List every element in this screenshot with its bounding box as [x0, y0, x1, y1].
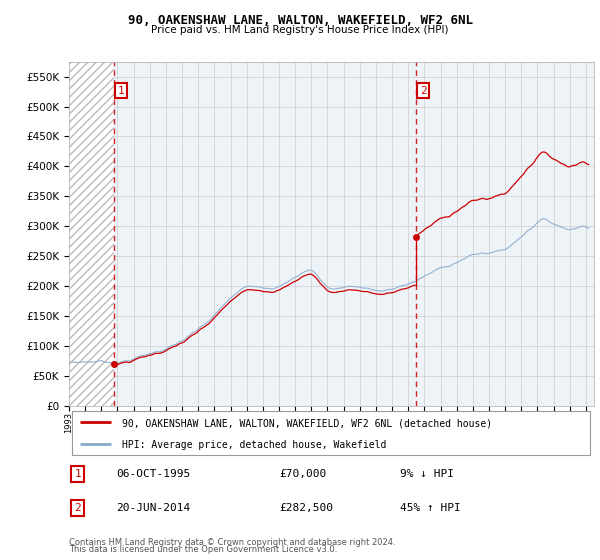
Text: 1: 1 [74, 469, 81, 479]
Bar [69, 62, 113, 406]
Text: 2: 2 [74, 503, 81, 514]
Text: Contains HM Land Registry data © Crown copyright and database right 2024.: Contains HM Land Registry data © Crown c… [69, 538, 395, 547]
Text: 06-OCT-1995: 06-OCT-1995 [116, 469, 191, 479]
Text: HPI: Average price, detached house, Wakefield: HPI: Average price, detached house, Wake… [121, 440, 386, 450]
Text: 1: 1 [118, 86, 124, 96]
Text: 45% ↑ HPI: 45% ↑ HPI [400, 503, 461, 514]
Text: 90, OAKENSHAW LANE, WALTON, WAKEFIELD, WF2 6NL: 90, OAKENSHAW LANE, WALTON, WAKEFIELD, W… [128, 14, 473, 27]
Text: Price paid vs. HM Land Registry's House Price Index (HPI): Price paid vs. HM Land Registry's House … [151, 25, 449, 35]
Text: £70,000: £70,000 [279, 469, 326, 479]
Text: 2: 2 [420, 86, 427, 96]
Text: 20-JUN-2014: 20-JUN-2014 [116, 503, 191, 514]
FancyBboxPatch shape [71, 412, 590, 455]
Text: £282,500: £282,500 [279, 503, 333, 514]
Text: This data is licensed under the Open Government Licence v3.0.: This data is licensed under the Open Gov… [69, 545, 337, 554]
Text: 9% ↓ HPI: 9% ↓ HPI [400, 469, 454, 479]
Text: 90, OAKENSHAW LANE, WALTON, WAKEFIELD, WF2 6NL (detached house): 90, OAKENSHAW LANE, WALTON, WAKEFIELD, W… [121, 418, 491, 428]
